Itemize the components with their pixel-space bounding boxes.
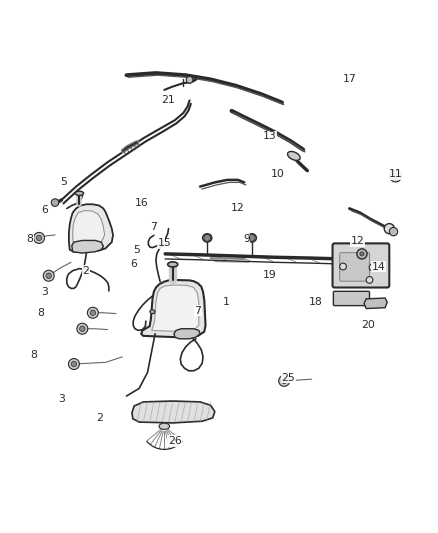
Text: 2: 2 [96, 413, 102, 423]
FancyBboxPatch shape [340, 253, 370, 281]
Text: 16: 16 [134, 198, 148, 208]
Text: 7: 7 [194, 305, 201, 316]
Circle shape [248, 235, 255, 241]
Circle shape [390, 170, 402, 182]
Circle shape [204, 235, 211, 241]
Text: 10: 10 [271, 169, 285, 179]
Circle shape [34, 232, 45, 244]
Text: 8: 8 [31, 350, 37, 360]
Circle shape [384, 224, 394, 233]
Text: 9: 9 [243, 234, 250, 244]
Polygon shape [72, 240, 103, 253]
Circle shape [90, 310, 95, 316]
Text: 12: 12 [351, 236, 364, 246]
Polygon shape [364, 298, 387, 309]
Text: 12: 12 [231, 203, 245, 213]
FancyBboxPatch shape [333, 292, 370, 305]
Text: 1: 1 [223, 297, 230, 307]
Circle shape [80, 326, 85, 332]
Text: 8: 8 [26, 234, 33, 244]
Ellipse shape [247, 233, 256, 242]
Ellipse shape [203, 233, 212, 242]
Text: 6: 6 [131, 260, 138, 269]
Ellipse shape [168, 262, 178, 267]
Ellipse shape [287, 151, 300, 160]
Circle shape [88, 308, 98, 318]
Circle shape [389, 228, 398, 236]
Polygon shape [141, 280, 205, 337]
Text: 21: 21 [162, 95, 175, 106]
Polygon shape [69, 204, 113, 252]
Text: 14: 14 [372, 262, 385, 271]
Polygon shape [132, 401, 215, 423]
Circle shape [186, 76, 193, 83]
Text: 13: 13 [263, 131, 276, 141]
Text: 7: 7 [150, 222, 157, 231]
Polygon shape [174, 329, 200, 339]
Circle shape [46, 273, 51, 278]
Text: 18: 18 [309, 297, 322, 307]
Text: 19: 19 [263, 270, 276, 280]
Circle shape [282, 378, 287, 384]
Circle shape [357, 249, 367, 259]
Text: 3: 3 [41, 287, 48, 297]
Ellipse shape [75, 191, 84, 196]
Text: 20: 20 [361, 320, 375, 330]
FancyBboxPatch shape [332, 244, 389, 287]
Circle shape [369, 264, 376, 271]
Text: 3: 3 [58, 394, 65, 404]
Circle shape [43, 270, 54, 281]
Text: 5: 5 [60, 177, 67, 188]
Circle shape [360, 252, 364, 256]
Polygon shape [152, 285, 199, 331]
Circle shape [71, 361, 77, 367]
Text: 8: 8 [37, 308, 44, 318]
Text: 25: 25 [282, 373, 295, 383]
Polygon shape [73, 211, 105, 246]
Circle shape [51, 199, 59, 206]
Text: 11: 11 [389, 169, 403, 179]
Text: 26: 26 [168, 436, 182, 446]
Text: 6: 6 [41, 205, 48, 215]
Text: 2: 2 [82, 266, 89, 276]
Circle shape [366, 277, 373, 284]
Circle shape [340, 263, 346, 270]
Text: 17: 17 [343, 75, 356, 84]
Circle shape [68, 359, 79, 369]
Circle shape [392, 173, 399, 179]
Circle shape [36, 235, 42, 240]
Circle shape [279, 375, 290, 386]
Text: 15: 15 [158, 238, 171, 248]
Circle shape [77, 324, 88, 334]
Text: 5: 5 [133, 245, 140, 255]
Ellipse shape [159, 423, 170, 430]
Polygon shape [150, 309, 155, 313]
